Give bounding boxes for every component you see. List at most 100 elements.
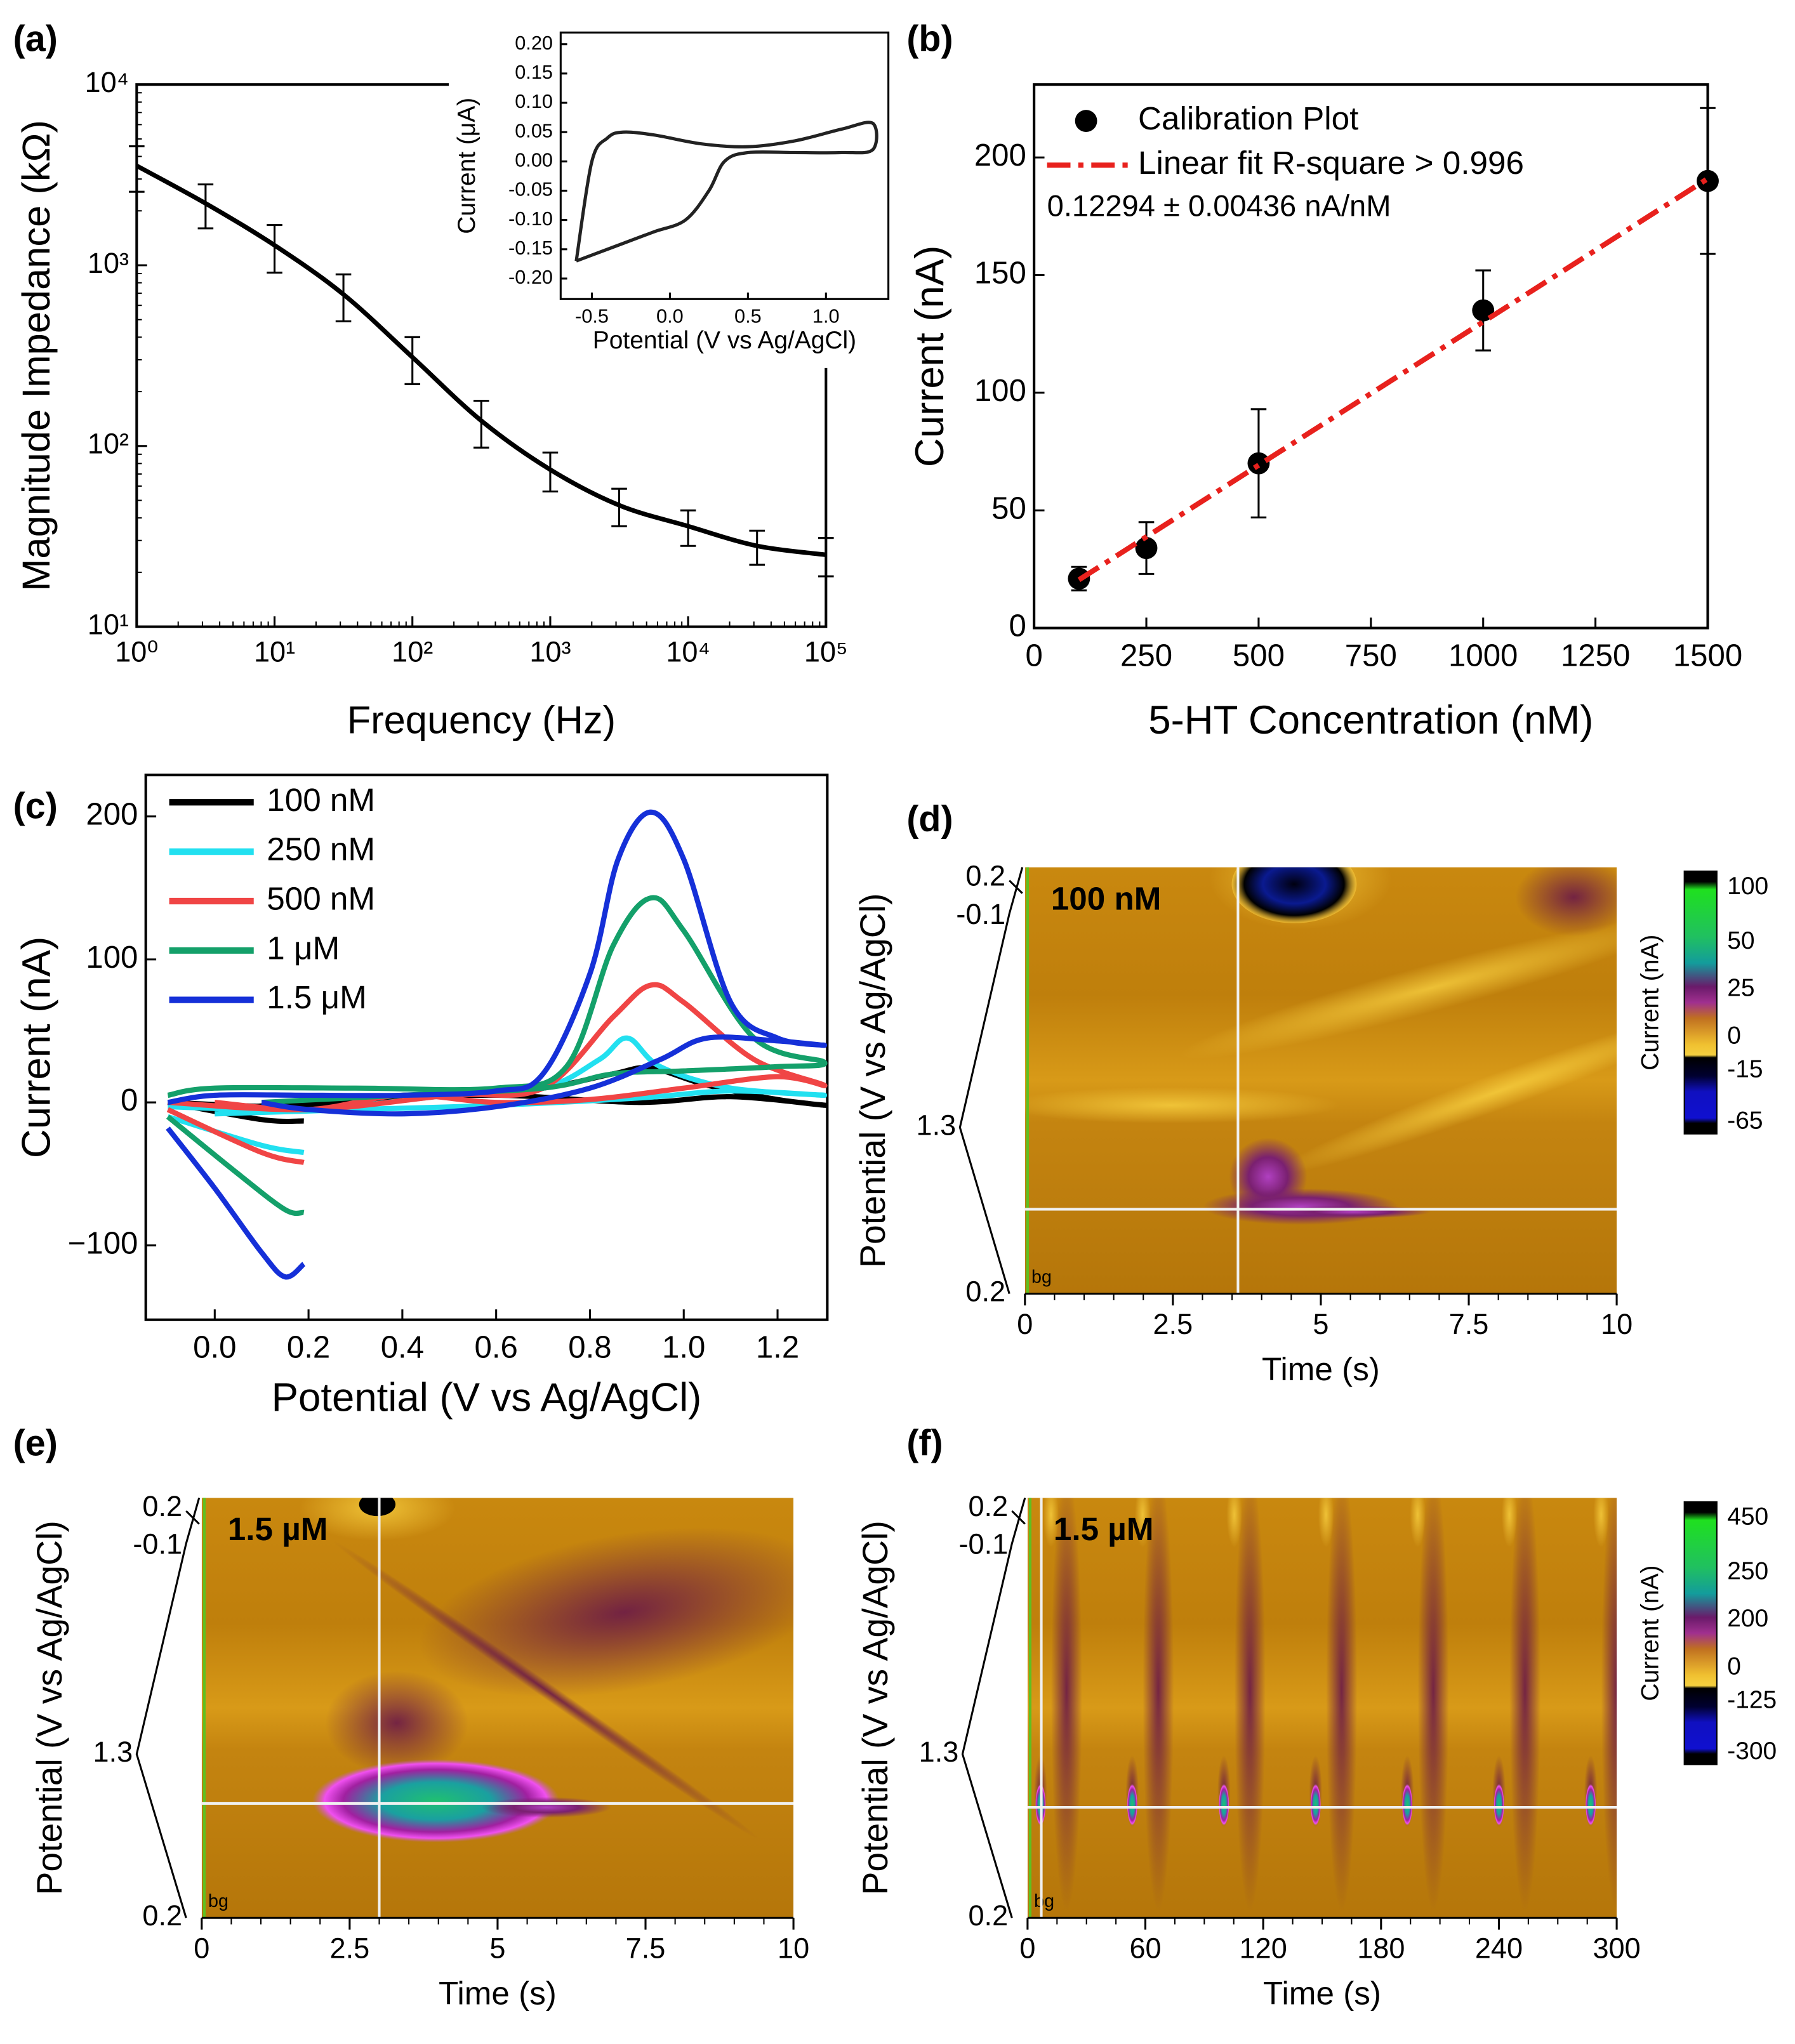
heatmap-feature bbox=[1226, 1498, 1242, 1548]
inset-background bbox=[449, 19, 898, 368]
data-line bbox=[166, 895, 828, 1217]
heatmap-feature bbox=[1593, 1498, 1609, 1548]
panel-label: (b) bbox=[906, 19, 953, 60]
heatmap-feature bbox=[1134, 1498, 1151, 1548]
y-tick-label: 150 bbox=[974, 255, 1026, 290]
x-tick-label: 7.5 bbox=[1449, 1308, 1489, 1340]
heatmap-feature bbox=[1501, 1498, 1518, 1548]
y-tick-label: 0.2 bbox=[969, 1490, 1009, 1522]
x-tick-label: 10 bbox=[778, 1932, 809, 1964]
heatmap bbox=[201, 1498, 794, 1918]
heatmap bbox=[1024, 867, 1617, 1294]
x-tick-label: 2.5 bbox=[330, 1932, 370, 1964]
potential-bracket bbox=[185, 1510, 200, 1525]
x-tick-label: 10 bbox=[1601, 1308, 1633, 1340]
x-tick-label: 1.0 bbox=[812, 305, 840, 327]
y-tick-label: 0.05 bbox=[515, 119, 553, 142]
x-tick-label: 0 bbox=[1019, 1932, 1035, 1964]
heatmap-feature bbox=[299, 1498, 456, 1541]
inset-line bbox=[574, 121, 878, 263]
plot-frame bbox=[144, 774, 829, 1321]
colorbar-tick-label: -15 bbox=[1727, 1056, 1763, 1083]
data-line bbox=[166, 809, 828, 1280]
x-tick-label: 2.5 bbox=[1153, 1308, 1193, 1340]
y-tick-label: -0.05 bbox=[508, 178, 553, 201]
x-axis-label: Frequency (Hz) bbox=[347, 698, 616, 742]
colorbar-tick-label: 50 bbox=[1727, 927, 1754, 954]
heatmap-feature bbox=[481, 1797, 612, 1818]
y-tick-label: -0.10 bbox=[508, 208, 553, 230]
y-axis-label: Magnitude Impedance (kΩ) bbox=[15, 120, 58, 591]
panel-label: (e) bbox=[13, 1423, 58, 1464]
x-tick-label: 1.2 bbox=[756, 1329, 799, 1364]
heatmap-feature bbox=[325, 1670, 468, 1775]
y-tick-label: 50 bbox=[991, 491, 1026, 525]
heatmap-feature bbox=[1410, 1498, 1426, 1548]
data-point bbox=[1135, 537, 1158, 560]
y-axis-label: Current (nA) bbox=[908, 246, 952, 467]
heatmap-feature bbox=[1219, 1784, 1229, 1826]
x-tick-label: 7.5 bbox=[626, 1932, 666, 1964]
colorbar-tick-label: 0 bbox=[1727, 1652, 1741, 1680]
x-tick-label: 750 bbox=[1345, 638, 1397, 673]
plot-frame bbox=[559, 31, 890, 300]
colorbar-tick-label: 250 bbox=[1727, 1558, 1768, 1585]
heatmap-feature bbox=[312, 1759, 560, 1843]
colorbar-tick-label: -300 bbox=[1727, 1737, 1777, 1765]
annotation: 1.5 µM bbox=[1054, 1511, 1154, 1547]
panel-label: (d) bbox=[906, 799, 953, 840]
y-tick-label: 1.3 bbox=[93, 1736, 133, 1768]
heatmap-feature bbox=[1024, 1086, 1340, 1124]
colorbar-tick-label: 0 bbox=[1727, 1022, 1741, 1050]
y-tick-label: 0.00 bbox=[515, 148, 553, 171]
data-point bbox=[1247, 452, 1270, 475]
y-tick-label: 10³ bbox=[88, 247, 129, 279]
y-tick-label: 0 bbox=[1009, 609, 1026, 643]
x-tick-label: 250 bbox=[1120, 638, 1172, 673]
colorbar bbox=[1683, 1501, 1718, 1765]
x-tick-label: 0.0 bbox=[193, 1329, 236, 1364]
heatmap-feature bbox=[1585, 1784, 1596, 1826]
x-tick-label: 1000 bbox=[1448, 638, 1518, 673]
x-tick-label: 0.0 bbox=[656, 305, 684, 327]
colorbar-tick-label: 100 bbox=[1727, 873, 1768, 900]
x-axis-label: Time (s) bbox=[439, 1975, 557, 2012]
colorbar-tick-label: 25 bbox=[1727, 974, 1754, 1001]
x-tick-label: 1500 bbox=[1673, 638, 1742, 673]
y-tick-label: 10⁴ bbox=[85, 66, 129, 98]
y-tick-label: 1.3 bbox=[919, 1736, 959, 1768]
y-tick-label: 200 bbox=[974, 138, 1026, 173]
x-tick-label: 240 bbox=[1475, 1932, 1523, 1964]
colorbar-tick-label: -65 bbox=[1727, 1107, 1763, 1134]
x-tick-label: 0 bbox=[1025, 638, 1042, 673]
annotation: 100 nM bbox=[1051, 880, 1162, 916]
legend-label: 500 nM bbox=[267, 880, 375, 916]
y-tick-label: -0.15 bbox=[508, 237, 553, 259]
y-tick-label: 200 bbox=[86, 797, 138, 832]
annotation: 1.5 µM bbox=[228, 1511, 328, 1547]
y-tick-label: -0.1 bbox=[133, 1527, 182, 1560]
y-tick-label: 0.2 bbox=[965, 1276, 1005, 1308]
potential-bracket bbox=[1011, 1510, 1026, 1525]
x-tick-label: 0.5 bbox=[734, 305, 762, 327]
bg-label: bg bbox=[1031, 1267, 1052, 1288]
x-tick-label: 10⁵ bbox=[804, 635, 848, 668]
x-axis-label: Time (s) bbox=[1263, 1975, 1381, 2012]
x-tick-label: 0 bbox=[1017, 1308, 1033, 1340]
y-tick-label: -0.20 bbox=[508, 266, 553, 288]
data-point bbox=[1697, 169, 1719, 192]
y-tick-label: −100 bbox=[68, 1226, 138, 1261]
y-tick-label: 0 bbox=[121, 1083, 138, 1118]
x-tick-label: 10⁴ bbox=[666, 635, 710, 668]
colorbar-tick-label: -125 bbox=[1727, 1686, 1777, 1713]
x-axis-label: Time (s) bbox=[1262, 1351, 1380, 1387]
heatmap-feature bbox=[359, 1498, 396, 1517]
x-tick-label: 500 bbox=[1233, 638, 1285, 673]
y-axis-label: Current (nA) bbox=[14, 937, 58, 1158]
bg-label: bg bbox=[208, 1891, 229, 1911]
heatmap bbox=[1027, 1498, 1617, 1918]
potential-bracket bbox=[135, 1498, 201, 1918]
x-tick-label: 10¹ bbox=[254, 635, 295, 668]
